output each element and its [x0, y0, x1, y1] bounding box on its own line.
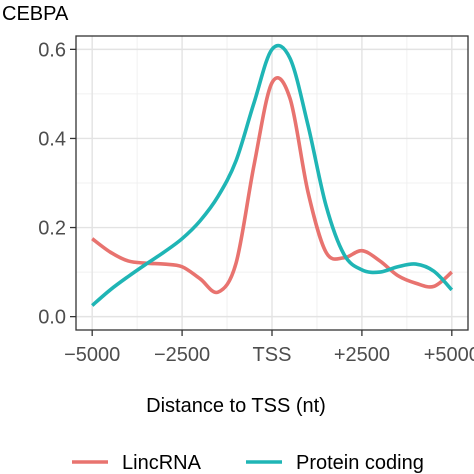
legend: LincRNA Protein coding [72, 452, 424, 474]
x-tick-label: TSS [253, 344, 292, 366]
x-tick-label: +5000 [424, 344, 474, 366]
x-tick-label: −2500 [154, 344, 210, 366]
x-axis-title: Distance to TSS (nt) [146, 395, 326, 417]
x-tick-label: −5000 [64, 344, 120, 366]
y-tick-label: 0.2 [38, 218, 66, 240]
x-tick-label: +2500 [334, 344, 390, 366]
legend-label-protein-coding: Protein coding [296, 452, 424, 474]
legend-label-lincrna: LincRNA [122, 452, 202, 474]
y-tick-label: 0.0 [38, 307, 66, 329]
y-tick-label: 0.6 [38, 39, 66, 61]
grid [76, 36, 468, 330]
plot-area [75, 35, 469, 331]
axes: −5000 −2500 TSS +2500 +5000 0.0 0.2 0.4 0.6 [38, 39, 474, 366]
series-line-protein-coding [91, 43, 454, 307]
y-tick-label: 0.4 [38, 128, 66, 150]
series-lines [91, 43, 454, 307]
chart-title: CEBPA [2, 3, 69, 25]
